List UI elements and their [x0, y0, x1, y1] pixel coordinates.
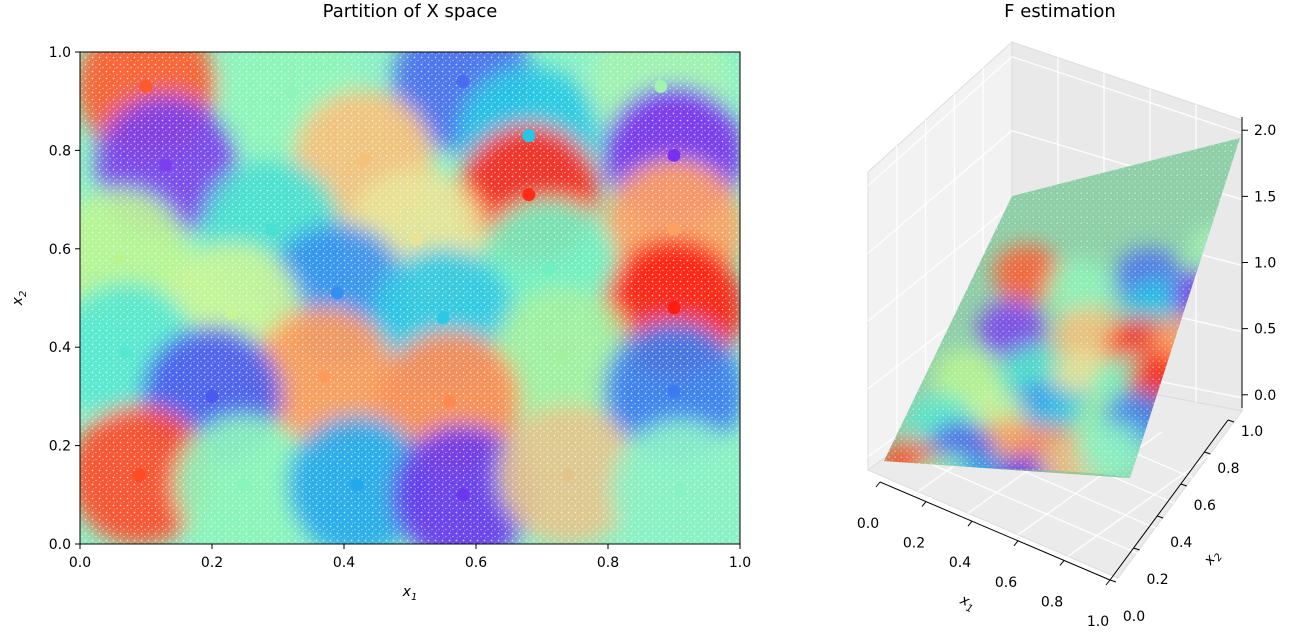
wall-grid-line	[867, 130, 1013, 254]
y-tick-label: 0.6	[49, 242, 71, 258]
3d-x-tick-label: 0.4	[949, 555, 971, 571]
3d-x-tick-label: 1.0	[1087, 614, 1109, 630]
3d-x-tick-label: 0.0	[857, 516, 879, 532]
3d-z-tick-label: 2.0	[1254, 123, 1276, 139]
y-axis-line	[1109, 419, 1229, 581]
partition-plot-frame	[79, 51, 741, 545]
3d-y-tick-label: 0.0	[1123, 609, 1145, 625]
3d-y-tick-label: 1.0	[1241, 424, 1263, 440]
3d-z-tick-label: 1.0	[1254, 256, 1276, 272]
partition-centers	[113, 75, 688, 502]
y-tick-label: 1.0	[49, 45, 71, 61]
partition-center-point	[113, 252, 127, 266]
3d-x-tick-label: 0.6	[995, 575, 1017, 591]
partition-center-point	[139, 79, 153, 93]
3d-y-tick-label: 0.8	[1217, 461, 1239, 477]
partition-center-point	[205, 389, 219, 403]
3d-x-axis-label: x1	[956, 592, 978, 616]
3d-x-tick-mark	[875, 481, 881, 488]
y-tick-label: 0.8	[49, 143, 71, 159]
partition-center-point	[410, 232, 424, 246]
3d-z-tick-label: 0.0	[1254, 388, 1276, 404]
partition-center-point	[654, 79, 668, 93]
3d-z-tick-label: 1.5	[1254, 189, 1276, 205]
partition-center-point	[225, 306, 239, 320]
wall-grid-line	[867, 56, 1013, 186]
partition-center-point	[667, 384, 681, 398]
partition-center-point	[667, 222, 681, 236]
3d-y-tick-label: 0.2	[1146, 572, 1168, 588]
3d-z-ticks: 0.0 0.5 1.0 1.5 2.0	[1242, 123, 1276, 404]
partition-x-axis-label: x1	[402, 584, 418, 603]
partition-center-point	[456, 75, 470, 89]
partition-center-point	[159, 158, 173, 172]
wall-grid-line	[867, 204, 1013, 322]
partition-center-point	[555, 350, 569, 364]
partition-center-point	[317, 370, 331, 384]
x-tick-label: 0.0	[69, 555, 91, 571]
f-estimation-3d-plot: F estimation 0.00.20.40.60.81.0 0.00.20.…	[857, 1, 1276, 630]
f-estimation-title: F estimation	[1004, 1, 1116, 22]
partition-x-ticks: 0.0 0.2 0.4 0.6 0.8 1.0	[69, 544, 751, 571]
x-axis-line	[879, 481, 1111, 581]
x-tick-label: 0.2	[201, 555, 223, 571]
partition-center-point	[561, 468, 575, 482]
3d-x-tick-mark	[1105, 579, 1111, 586]
partition-center-point	[667, 148, 681, 162]
partition-center-point	[119, 345, 133, 359]
x-tick-label: 0.4	[333, 555, 355, 571]
wall-grid-line	[1011, 56, 1243, 134]
x-tick-label: 1.0	[729, 555, 751, 571]
partition-center-point	[674, 483, 688, 497]
partition-center-point	[284, 84, 298, 98]
3d-x-tick-mark	[921, 501, 927, 507]
partition-center-point	[456, 488, 470, 502]
3d-x-tick-mark	[1059, 560, 1065, 566]
3d-z-tick-label: 0.5	[1254, 322, 1276, 338]
partition-center-point	[542, 261, 556, 275]
floor-grid-line	[1067, 452, 1213, 557]
3d-y-axis-label: x2	[1200, 547, 1225, 571]
partition-center-point	[436, 311, 450, 325]
partition-center-point	[443, 394, 457, 408]
3d-x-tick-label: 0.2	[903, 536, 925, 552]
3d-y-tick-mark	[1204, 451, 1211, 455]
partition-center-point	[522, 188, 536, 202]
partition-chart-title: Partition of X space	[323, 1, 498, 22]
partition-center-point	[238, 478, 252, 492]
partition-center-point	[522, 129, 536, 143]
partition-center-point	[264, 222, 278, 236]
3d-y-tick-mark	[1157, 515, 1164, 519]
3d-x-tick-mark	[967, 520, 973, 527]
3d-y-tick-mark	[1133, 547, 1140, 551]
3d-x-ticks: 0.0 0.2 0.4 0.6 0.8 1.0	[857, 481, 1111, 630]
partition-y-ticks: 0.0 0.2 0.4 0.6 0.8 1.0	[49, 45, 80, 553]
3d-x-tick-label: 0.8	[1041, 594, 1063, 610]
partition-center-point	[357, 153, 371, 167]
partition-y-axis-label: x2	[10, 291, 29, 307]
partition-center-point	[132, 468, 146, 482]
partition-scatter-plot: Partition of X space 0.0 0.2 0.4 0.6 0.8 1.0 …	[10, 1, 751, 603]
3d-y-tick-mark	[1109, 579, 1117, 583]
3d-x-tick-mark	[1013, 540, 1019, 547]
3d-y-tick-mark	[1180, 483, 1187, 487]
y-tick-label: 0.4	[49, 340, 71, 356]
3d-y-tick-label: 0.6	[1194, 498, 1216, 514]
x-tick-label: 0.6	[465, 555, 487, 571]
floor-grid-line	[896, 448, 1148, 558]
partition-center-point	[667, 301, 681, 315]
partition-center-point	[350, 478, 364, 492]
partition-center-point	[330, 286, 344, 300]
y-tick-label: 0.0	[49, 537, 71, 553]
3d-y-tick-label: 0.4	[1170, 535, 1192, 551]
3d-y-ticks: 0.0 0.2 0.4 0.6 0.8 1.0	[1109, 419, 1263, 625]
y-tick-label: 0.2	[49, 439, 71, 455]
3d-y-tick-mark	[1227, 419, 1235, 423]
x-tick-label: 0.8	[597, 555, 619, 571]
